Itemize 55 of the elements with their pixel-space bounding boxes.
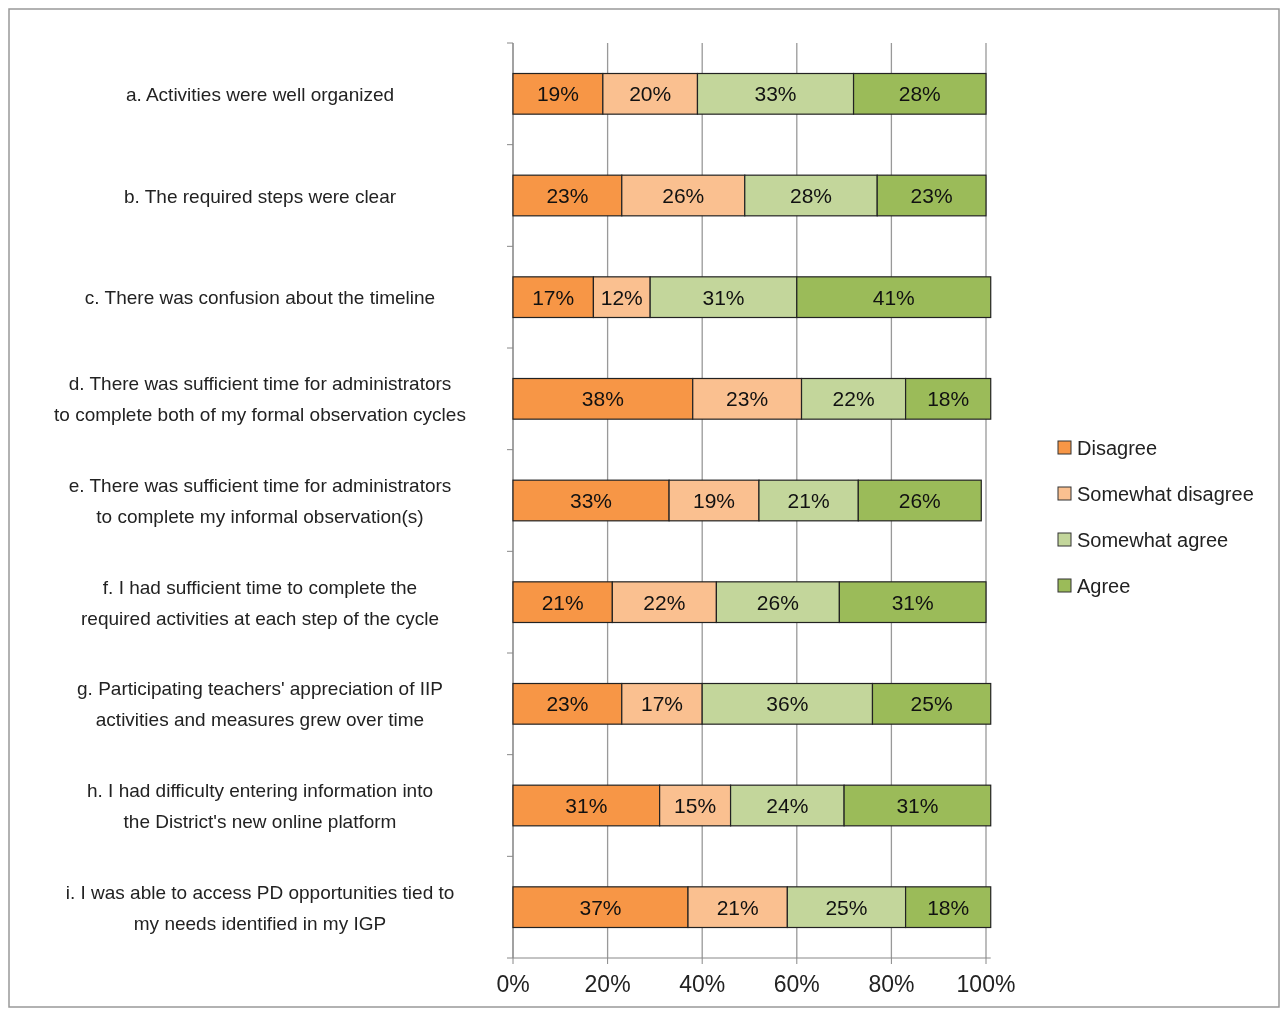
- data-label: 31%: [891, 590, 934, 614]
- legend-label: Somewhat agree: [1077, 529, 1229, 551]
- data-label: 26%: [662, 184, 705, 207]
- data-label: 28%: [789, 184, 833, 207]
- x-tick-label: 60%: [773, 971, 820, 997]
- y-tick-label: i. I was able to access PD opportunities tied to my needs identified in my IGP: [65, 881, 455, 934]
- y-tick-label: d. There was sufficient time for administrators to complete both of my formal observation cycles: [54, 373, 466, 426]
- data-label: 25%: [825, 895, 868, 919]
- y-tick-label: h. I had difficulty entering information into the District's new online platform: [86, 780, 434, 832]
- data-label: 36%: [766, 692, 809, 716]
- legend-label: Somewhat disagree: [1077, 483, 1254, 505]
- x-tick-label: 40%: [679, 971, 726, 997]
- data-label: 28%: [898, 82, 941, 106]
- data-label: 31%: [896, 794, 939, 817]
- data-label: 20%: [629, 82, 672, 106]
- data-label: 37%: [579, 895, 622, 919]
- data-label: 23%: [726, 387, 769, 411]
- data-label: 15%: [674, 794, 717, 817]
- x-tick-label: 20%: [584, 971, 631, 997]
- data-label: 33%: [570, 489, 613, 512]
- legend-label: Disagree: [1077, 437, 1158, 459]
- y-tick-label: g. Participating teachers' appreciation of IIP activities and measures grew over time: [77, 678, 443, 731]
- y-tick-label: b. The required steps were clear: [123, 185, 397, 207]
- data-label: 18%: [927, 895, 970, 919]
- data-label: 26%: [898, 489, 941, 512]
- x-tick-label: 80%: [868, 971, 915, 997]
- data-label: 23%: [546, 184, 589, 207]
- data-label: 31%: [565, 794, 608, 817]
- data-label: 22%: [832, 387, 875, 411]
- data-label: 41%: [872, 285, 915, 309]
- y-tick-label: a. Activities were well organized: [125, 83, 395, 105]
- data-label: 19%: [536, 82, 579, 106]
- x-tick-label: 100%: [956, 971, 1016, 997]
- data-label: 17%: [640, 692, 684, 716]
- data-label: 31%: [702, 285, 745, 309]
- x-tick-label: 0%: [496, 971, 530, 997]
- data-label: 21%: [541, 590, 584, 614]
- data-label: 22%: [643, 590, 686, 614]
- data-label: 26%: [756, 590, 799, 614]
- data-label: 25%: [910, 692, 953, 716]
- legend-label: Agree: [1077, 575, 1131, 597]
- data-label: 21%: [787, 489, 830, 512]
- data-label: 21%: [716, 895, 759, 919]
- data-label: 23%: [546, 692, 589, 716]
- data-label: 17%: [532, 285, 575, 309]
- data-label: 19%: [693, 489, 736, 512]
- y-tick-label: f. I had sufficient time to complete the required activities at each step of the cycle: [80, 576, 440, 629]
- y-tick-label: c. There was confusion about the timeline: [84, 287, 436, 309]
- data-label: 33%: [754, 82, 797, 106]
- data-label: 23%: [910, 184, 953, 207]
- data-label: 12%: [600, 285, 643, 309]
- y-tick-label: e. There was sufficient time for administrators to complete my informal observation(s): [68, 475, 452, 527]
- data-label: 18%: [927, 387, 970, 411]
- data-label: 38%: [581, 387, 624, 411]
- data-label: 24%: [766, 794, 809, 817]
